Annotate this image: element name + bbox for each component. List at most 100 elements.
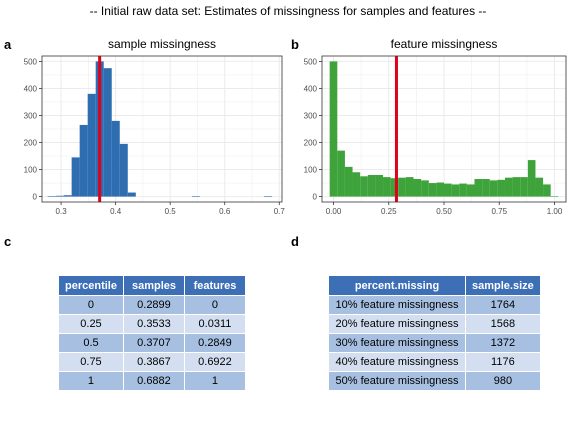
table-cell: 1 xyxy=(183,371,246,391)
histogram-bar xyxy=(527,160,536,197)
table-row: 40% feature missingness 1176 xyxy=(328,352,541,372)
table-row: 0.5 0.3707 0.2849 xyxy=(58,333,246,353)
histogram-bar xyxy=(497,179,505,197)
panel-label-b: b xyxy=(291,37,299,52)
panel-label-a: a xyxy=(4,37,12,52)
table-cell: 980 xyxy=(465,371,541,391)
table-cell: 0.25 xyxy=(58,314,124,334)
y-tick-label: 400 xyxy=(304,84,318,93)
table-cell: 0 xyxy=(183,295,246,315)
table-row: 0.25 0.3533 0.0311 xyxy=(58,314,246,334)
histogram-bar xyxy=(337,150,345,197)
table-row: 0.75 0.3867 0.6922 xyxy=(58,352,246,372)
table-cell: 0.6922 xyxy=(183,352,246,372)
panel-border xyxy=(41,55,283,203)
table-cell: 0.3533 xyxy=(122,314,185,334)
x-tick-label: 0.00 xyxy=(326,207,342,216)
table-cell: 1764 xyxy=(465,295,541,315)
table-cell: 0.75 xyxy=(58,352,124,372)
histogram-bar xyxy=(360,176,368,197)
table-cell: 0.2849 xyxy=(183,333,246,353)
table-cell: 0.3867 xyxy=(122,352,185,372)
histogram-bar xyxy=(87,93,96,197)
histogram-bar xyxy=(71,157,80,197)
column-header: percent.missing xyxy=(328,275,466,296)
y-tick-label: 300 xyxy=(24,111,38,120)
y-tick-label: 400 xyxy=(24,84,38,93)
chart-title: feature missingness xyxy=(391,37,498,51)
table-cell: 30% feature missingness xyxy=(328,333,466,353)
column-header: sample.size xyxy=(465,275,541,296)
table-row: 1 0.6882 1 xyxy=(58,371,246,391)
histogram-bar xyxy=(111,120,120,197)
histogram-bar xyxy=(482,179,490,197)
histogram-bar xyxy=(55,195,64,197)
table-cell: 40% feature missingness xyxy=(328,352,466,372)
histogram-bar xyxy=(421,180,429,197)
histogram-bar xyxy=(451,184,460,197)
histogram-bar xyxy=(375,174,384,197)
histogram-bar xyxy=(550,196,559,197)
table-cell: 0 xyxy=(58,295,124,315)
column-header: samples xyxy=(122,275,185,296)
y-tick-label: 500 xyxy=(24,57,38,66)
x-tick-label: 0.75 xyxy=(491,207,507,216)
x-tick-label: 0.6 xyxy=(219,207,231,216)
panel-label-c: c xyxy=(4,234,11,249)
table-header-row: percentile samples features xyxy=(58,275,246,296)
table-cell: 0.3707 xyxy=(122,333,185,353)
histogram-bar xyxy=(119,143,128,197)
table-cell: 50% feature missingness xyxy=(328,371,466,391)
y-tick-label: 300 xyxy=(304,111,318,120)
column-header: features xyxy=(183,275,246,296)
histogram-bar xyxy=(352,172,361,197)
x-tick-label: 0.7 xyxy=(274,207,286,216)
y-tick-label: 0 xyxy=(313,193,318,202)
panel-label-d: d xyxy=(291,234,299,249)
histogram-bar xyxy=(512,177,521,197)
histogram-bar xyxy=(383,177,391,197)
sample-size-table: percent.missing sample.size 10% feature … xyxy=(328,275,541,391)
table-row: 0 0.2899 0 xyxy=(58,295,246,315)
histogram-bar xyxy=(466,184,475,197)
x-tick-label: 0.5 xyxy=(165,207,177,216)
x-tick-label: 0.3 xyxy=(56,207,68,216)
table-row: 10% feature missingness 1764 xyxy=(328,295,541,315)
table-header-row: percent.missing sample.size xyxy=(328,275,541,296)
histogram-bar xyxy=(489,180,498,197)
histogram-bar xyxy=(191,196,200,197)
histogram-bar xyxy=(535,177,544,197)
histogram-bar xyxy=(47,196,56,197)
histogram-bar xyxy=(413,179,422,197)
y-tick-label: 200 xyxy=(304,139,318,148)
y-tick-label: 500 xyxy=(304,57,318,66)
table-row: 30% feature missingness 1372 xyxy=(328,333,541,353)
histogram-bar xyxy=(459,183,467,197)
y-tick-label: 0 xyxy=(33,193,38,202)
percentile-table: percentile samples features 0 0.2899 0 0… xyxy=(58,275,246,391)
histogram-bar xyxy=(344,166,353,197)
chart-title: sample missingness xyxy=(108,37,216,51)
histogram-bar xyxy=(103,68,112,197)
y-tick-label: 100 xyxy=(24,166,38,175)
table-cell: 1568 xyxy=(465,314,541,334)
histogram-bar xyxy=(329,61,338,197)
histogram-bar xyxy=(390,178,399,197)
histogram-bar xyxy=(264,196,273,197)
histogram-bar xyxy=(436,182,445,197)
histogram-bar xyxy=(79,124,88,197)
x-tick-label: 0.4 xyxy=(110,207,122,216)
feature-missingness-chart: 0 100 200 300 400 500 0.00 0.25 0.50 0.75 1.00 feat… xyxy=(304,37,567,216)
histogram-bar xyxy=(504,177,513,197)
table-cell: 0.6882 xyxy=(122,371,185,391)
table-row: 50% feature missingness 980 xyxy=(328,371,541,391)
histogram-bar xyxy=(405,177,414,197)
table-cell: 0.5 xyxy=(58,333,124,353)
histogram-bar xyxy=(520,177,528,197)
x-tick-label: 0.25 xyxy=(381,207,397,216)
histogram-bar xyxy=(474,179,483,197)
y-tick-label: 200 xyxy=(24,139,38,148)
table-cell: 1 xyxy=(58,371,124,391)
sample-missingness-chart: 0 100 200 300 400 500 0.3 0.4 0.5 0.6 0.7 sample mi… xyxy=(24,37,286,216)
